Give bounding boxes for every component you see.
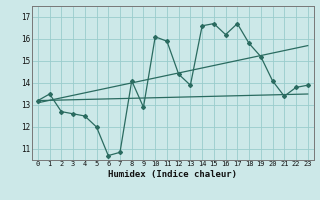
X-axis label: Humidex (Indice chaleur): Humidex (Indice chaleur) — [108, 170, 237, 179]
